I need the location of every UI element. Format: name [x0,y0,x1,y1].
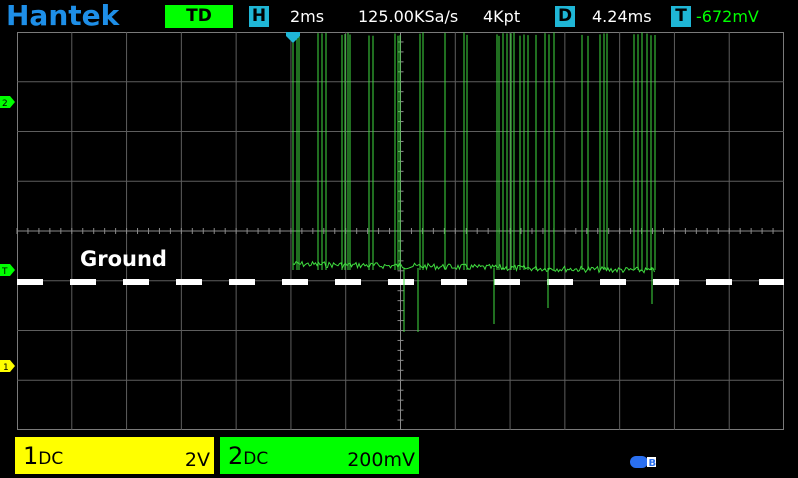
ch2-waveform [292,32,656,332]
ch2-scale: 200mV [347,449,415,471]
channel-bar: 1DC 2V 2DC 200mV [0,433,798,478]
ground-annotation: Ground [80,247,167,271]
delay-badge: D [555,6,575,27]
graticule [16,32,784,430]
timebase-value[interactable]: 2ms [290,7,325,26]
sample-rate-value: 125.00KSa/s [358,7,459,26]
trigger-badge: T [671,6,691,27]
usb-icon: B [630,456,657,469]
delay-value[interactable]: 4.24ms [592,7,652,26]
trigger-level-marker[interactable]: T [0,264,15,277]
trigger-level-value[interactable]: -672mV [696,7,759,26]
ch2-level-marker[interactable]: 2 [0,96,15,109]
trigger-marker-label: T [1,267,8,277]
horizontal-badge: H [249,6,269,27]
mode-indicator[interactable]: TD [165,5,233,28]
ch1-settings[interactable]: 1DC 2V [15,437,214,474]
waveform-display[interactable]: 2 T 1 Ground [0,32,798,430]
trigger-position-marker[interactable] [286,32,300,43]
ch1-label: 1DC [23,442,64,470]
ch2-marker-label: 2 [2,99,8,109]
ch2-settings[interactable]: 2DC 200mV [220,437,419,474]
ch2-label: 2DC [228,442,269,470]
usb-label: B [649,458,657,469]
ch1-scale: 2V [184,449,210,471]
memory-depth-value: 4Kpt [483,7,521,26]
ch1-level-marker[interactable]: 1 [0,360,15,373]
ch1-marker-label: 1 [3,363,9,373]
brand-logo: Hantek [6,0,120,32]
top-status-bar: Hantek TD H 2ms 125.00KSa/s 4Kpt D 4.24m… [0,0,798,32]
